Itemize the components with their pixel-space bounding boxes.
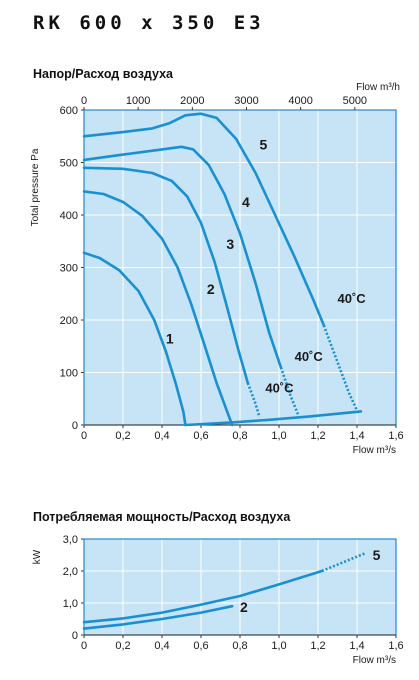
y-axis-label: Total pressure Pa	[30, 148, 41, 226]
x-tick-label: 1,4	[349, 640, 364, 652]
top-tick-label: 2000	[180, 95, 204, 107]
curve-4-extrapolated	[279, 366, 300, 417]
x-tick-label: 0,4	[154, 640, 169, 652]
curve-5	[82, 569, 324, 624]
curve-label: 5	[373, 547, 381, 563]
y-tick-label: 2,0	[63, 566, 78, 578]
x-tick-label: 0,2	[115, 640, 130, 652]
model-title: RK 600 x 350 E3	[33, 12, 265, 34]
x-tick-label: 1,0	[271, 430, 286, 442]
y-tick-label: 100	[60, 368, 78, 380]
x-tick-label: 0	[81, 430, 87, 442]
temperature-annotation: 40˚C	[338, 291, 367, 306]
x-axis-label: Flow m³/s	[353, 445, 396, 456]
curve-5-extrapolated	[321, 552, 366, 573]
curve-system	[184, 410, 363, 427]
x-tick-label: 0,6	[193, 430, 208, 442]
curve-4	[82, 145, 283, 369]
y-tick-label: 1,0	[63, 598, 78, 610]
x-tick-label: 0,2	[115, 430, 130, 442]
x-tick-label: 0,8	[232, 640, 247, 652]
pressure-flow-chart: 0 0,2 0,4 0,6 0,8 1,0 1,2 1,4 1,6010020030040050…	[30, 82, 404, 456]
x-tick-label: 1,4	[349, 430, 364, 442]
curve-2	[82, 190, 234, 427]
y-tick-label: 3,0	[63, 534, 78, 546]
y-tick-label: 0	[72, 630, 78, 642]
power-flow-chart: 0 0,2 0,4 0,6 0,8 1,0 1,2 1,4 1,6 0 1,0 2,0 3,0 2 5 Flo…	[32, 534, 404, 666]
curve-1	[82, 251, 187, 427]
top-tick-label: 3000	[234, 95, 258, 107]
y-axis-label: kW	[32, 549, 43, 564]
top-tick-label: 5000	[343, 95, 367, 107]
top-tick-label: 0	[81, 95, 87, 107]
temperature-annotation: 40˚C	[295, 349, 324, 364]
x-tick-label: 0,4	[154, 430, 169, 442]
curve-label: 4	[242, 194, 250, 210]
y-tick-label: 600	[60, 105, 78, 117]
curve-2	[82, 604, 234, 630]
x-tick-label: 1,6	[388, 430, 403, 442]
y-tick-label: 200	[60, 315, 78, 327]
curve-label: 3	[226, 236, 234, 252]
x-tick-label: 1,0	[271, 640, 286, 652]
x-tick-label: 1,6	[388, 640, 403, 652]
y-tick-label: 300	[60, 263, 78, 275]
power-chart-title: Потребляемая мощность/Расход воздуха	[33, 510, 291, 524]
y-tick-label: 0	[72, 420, 78, 432]
temperature-annotation: 40˚C	[265, 380, 294, 395]
y-tick-label: 400	[60, 210, 78, 222]
x-tick-label: 0,6	[193, 640, 208, 652]
curve-label: 2	[240, 599, 248, 615]
y-tick-label: 500	[60, 158, 78, 170]
x-tick-label: 0	[81, 640, 87, 652]
x-tick-label: 0,8	[232, 430, 247, 442]
pressure-chart-title: Напор/Расход воздуха	[33, 67, 174, 81]
top-tick-label: 4000	[288, 95, 312, 107]
top-tick-label: 1000	[126, 95, 150, 107]
curve-label: 5	[260, 136, 268, 152]
curve-label: 2	[207, 281, 215, 297]
x-axis-label: Flow m³/s	[353, 655, 396, 666]
top-axis-label: Flow m³/h	[356, 82, 400, 93]
x-tick-label: 1,2	[310, 430, 325, 442]
curve-5	[82, 112, 326, 327]
curve-label: 1	[166, 331, 174, 347]
curve-5-extrapolated	[322, 324, 361, 416]
x-tick-label: 1,2	[310, 640, 325, 652]
curve-3	[82, 166, 250, 385]
